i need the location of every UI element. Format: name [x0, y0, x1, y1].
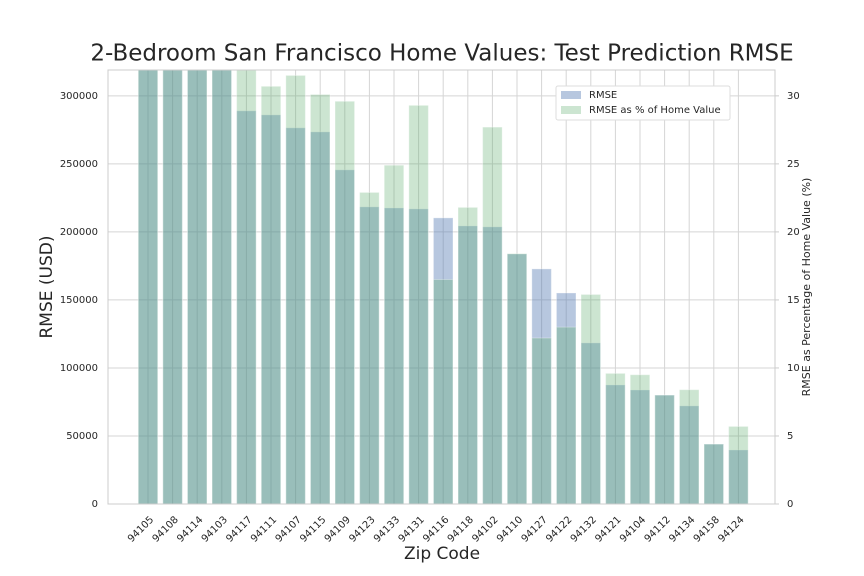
- x-tick-label: 94122: [544, 514, 574, 544]
- x-tick-label: 94127: [520, 514, 550, 544]
- x-tick-label: 94108: [151, 514, 181, 544]
- bar: [236, 70, 257, 504]
- x-tick-label: 94102: [470, 514, 500, 544]
- bar: [580, 342, 602, 504]
- chart-title: 2-Bedroom San Francisco Home Values: Tes…: [90, 41, 793, 67]
- x-tick-label: 94158: [692, 514, 722, 544]
- y2-axis-label: RMSE as Percentage of Home Value (%): [800, 178, 813, 397]
- bar: [408, 208, 429, 504]
- y-axis-label: RMSE (USD): [37, 235, 57, 338]
- x-tick-label: 94131: [397, 514, 427, 544]
- bar: [359, 191, 380, 504]
- x-tick-label: 94117: [224, 514, 254, 544]
- plot-area: [108, 70, 775, 504]
- y2-tick-label: 25: [787, 159, 800, 170]
- x-tick-label: 94103: [200, 514, 230, 544]
- bar: [359, 206, 380, 504]
- y-tick-label: 150000: [60, 295, 98, 306]
- y-tick-label: 300000: [60, 91, 98, 102]
- bar: [457, 206, 479, 504]
- legend-swatch: [561, 106, 581, 114]
- y2-tick-label: 30: [787, 91, 800, 102]
- bar: [555, 326, 577, 504]
- bar: [260, 114, 282, 504]
- x-tick-label: 94105: [126, 514, 156, 544]
- bar: [580, 293, 602, 504]
- bar: [137, 70, 159, 504]
- x-tick-label: 94111: [249, 514, 279, 544]
- bar: [285, 74, 306, 504]
- bar: [211, 70, 233, 504]
- bar: [408, 104, 429, 504]
- x-tick-label: 94121: [593, 514, 623, 544]
- bar: [383, 164, 405, 504]
- bar: [678, 405, 700, 504]
- x-tick-label: 94109: [323, 514, 353, 544]
- bar: [629, 374, 651, 504]
- bar: [457, 225, 479, 504]
- y-tick-label: 0: [92, 499, 98, 510]
- bar: [236, 110, 257, 504]
- bar: [678, 389, 700, 504]
- y-tick-label: 100000: [60, 363, 98, 374]
- bar: [334, 169, 356, 504]
- bar: [211, 70, 233, 504]
- y2-tick-label: 5: [787, 431, 793, 442]
- bar: [309, 93, 331, 504]
- plot-frame: [107, 69, 776, 505]
- x-tick-label: 94104: [618, 514, 648, 544]
- bar: [654, 394, 675, 504]
- legend-label: RMSE as % of Home Value: [589, 105, 721, 116]
- bar: [654, 394, 675, 504]
- bar: [531, 337, 552, 504]
- bar: [605, 372, 626, 504]
- bar: [260, 85, 282, 504]
- y2-tick-label: 15: [787, 295, 800, 306]
- legend-swatch: [561, 91, 581, 99]
- x-tick-label: 94124: [716, 514, 746, 544]
- y-tick-label: 50000: [66, 431, 98, 442]
- legend-label: RMSE: [589, 90, 617, 101]
- y2-tick-label: 20: [787, 227, 800, 238]
- bar: [186, 70, 208, 504]
- x-tick-label: 94112: [643, 514, 673, 544]
- bar: [285, 127, 306, 504]
- bar: [728, 425, 749, 504]
- x-tick-label: 94114: [175, 514, 205, 544]
- bar: [162, 70, 183, 504]
- bar: [555, 292, 577, 504]
- y2-tick-label: 10: [787, 363, 800, 374]
- x-tick-label: 94134: [667, 514, 697, 544]
- legend-box: [555, 85, 731, 121]
- bar: [703, 443, 725, 504]
- bar: [728, 449, 749, 504]
- bar: [506, 253, 528, 504]
- x-tick-label: 94116: [421, 514, 451, 544]
- bar: [482, 126, 503, 504]
- bar: [432, 279, 454, 504]
- x-axis-label: Zip Code: [404, 544, 480, 564]
- x-tick-label: 94123: [347, 514, 377, 544]
- x-tick-label: 94118: [446, 514, 476, 544]
- bar: [531, 268, 552, 504]
- x-tick-label: 94110: [495, 514, 525, 544]
- bar: [506, 253, 528, 504]
- y2-tick-label: 0: [787, 499, 793, 510]
- bar: [703, 443, 725, 504]
- y-tick-label: 200000: [60, 227, 98, 238]
- bar: [383, 207, 405, 504]
- x-tick-label: 94107: [274, 514, 304, 544]
- y-tick-label: 250000: [60, 159, 98, 170]
- bar: [605, 384, 626, 504]
- x-tick-label: 94115: [298, 514, 328, 544]
- bar: [334, 100, 356, 504]
- x-tick-label: 94133: [372, 514, 402, 544]
- x-tick-label: 94132: [569, 514, 599, 544]
